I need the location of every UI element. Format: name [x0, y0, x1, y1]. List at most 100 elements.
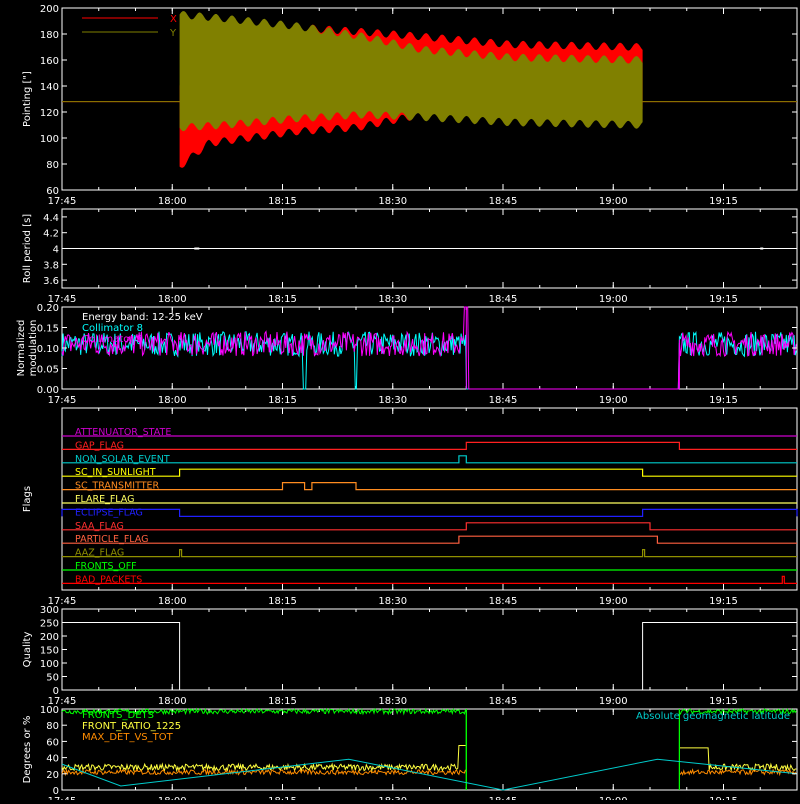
flag-label: SC_TRANSMITTER [75, 481, 160, 492]
y-tick-label: 80 [46, 160, 59, 171]
y-tick-label: 250 [40, 619, 59, 630]
flag-label: AAZ_FLAG [75, 548, 124, 559]
flag-label: ECLIPSE_FLAG [75, 507, 143, 518]
roll-point [760, 247, 764, 250]
y-axis-label: Roll period [s] [22, 214, 33, 283]
legend: XY [82, 14, 177, 39]
series-fronts_dets [679, 707, 797, 716]
y-tick-label: 0.05 [37, 365, 59, 376]
x-tick-label: 18:15 [268, 696, 297, 707]
x-tick-label: 17:45 [48, 395, 77, 406]
x-tick-label: 18:45 [489, 196, 518, 207]
flag-bad-packets: BAD_PACKETS [62, 574, 797, 585]
y-tick-label: 50 [46, 673, 59, 684]
flag-aaz-flag: AAZ_FLAG [62, 548, 797, 559]
x-tick-label: 17:45 [48, 696, 77, 707]
panel-1: 17:45 18:00 18:15 18:30 18:45 19:00 19:15 60 80 1… [22, 4, 798, 207]
y-tick-label: 140 [40, 82, 59, 93]
x-tick-label: 18:15 [268, 395, 297, 406]
x-tick-label: 18:00 [158, 294, 187, 305]
flag-gap-flag: GAP_FLAG [62, 440, 797, 451]
flag-attenuator-state: ATTENUATOR_STATE [62, 427, 797, 438]
y-tick-label: 3.8 [43, 260, 59, 271]
series-fronts_dets [61, 707, 466, 716]
y-axis-label: Quality [22, 632, 33, 668]
series-Y-band [179, 11, 643, 132]
x-tick-label: 19:00 [599, 294, 628, 305]
x-tick-label: 19:15 [709, 596, 738, 607]
flag-fronts-off: FRONTS_OFF [62, 561, 797, 572]
x-tick-label: 18:00 [158, 395, 187, 406]
flag-label: ATTENUATOR_STATE [75, 427, 171, 438]
y-tick-label: 180 [40, 30, 59, 41]
flag-flare-flag: FLARE_FLAG [62, 494, 797, 505]
roll-point [194, 247, 200, 250]
annotation: Energy band: 12-25 keV [82, 312, 203, 323]
x-tick-label: 19:00 [599, 196, 628, 207]
x-tick-label: 18:45 [489, 294, 518, 305]
x-tick-label: 18:45 [489, 596, 518, 607]
series-front_ratio_1225 [61, 745, 466, 773]
flag-label: FLARE_FLAG [75, 494, 135, 505]
x-tick-label: 18:30 [378, 196, 407, 207]
legend-label-X: X [170, 14, 177, 25]
panel-2: 17:45 18:00 18:15 18:30 18:45 19:00 19:15 3.6 3.… [22, 208, 798, 305]
quality-line [62, 622, 797, 691]
x-tick-label: 18:30 [378, 395, 407, 406]
x-tick-label: 18:15 [268, 196, 297, 207]
series-Collimator-9 [61, 306, 797, 390]
y-tick-label: 120 [40, 108, 59, 119]
flag-trace [61, 508, 798, 518]
x-tick-label: 18:45 [489, 696, 518, 707]
y-tick-label: 100 [40, 134, 59, 145]
flag-trace [62, 455, 797, 464]
legend-label: Absolute geomagnetic latitude [636, 711, 790, 722]
y-tick-label: 160 [40, 56, 59, 67]
x-tick-label: 18:45 [489, 395, 518, 406]
flag-trace [62, 522, 797, 531]
legend-label: FRONTS_DETS [82, 710, 154, 721]
legend-label-Y: Y [169, 28, 177, 39]
flag-label: FRONTS_OFF [75, 561, 137, 572]
x-tick-label: 18:00 [158, 596, 187, 607]
panel-6: 17:4518:0018:1518:3018:4519:0019:1502040… [22, 705, 798, 804]
panel-3: 17:45 18:00 18:15 18:30 18:45 19:00 19:15 0.00 0… [16, 303, 798, 406]
flag-particle-flag: PARTICLE_FLAG [62, 534, 797, 545]
x-tick-label: 17:45 [48, 596, 77, 607]
annotation: Collimator 9 [82, 334, 143, 345]
x-tick-label: 19:15 [709, 796, 738, 800]
x-tick-label: 19:00 [599, 696, 628, 707]
y-tick-label: 200 [40, 4, 59, 15]
x-tick-label: 19:15 [709, 395, 738, 406]
x-tick-label: 18:30 [378, 294, 407, 305]
flag-sc-in-sunlight: SC_IN_SUNLIGHT [62, 467, 797, 478]
y-tick-label: 4 [53, 245, 59, 256]
y-tick-label: 40 [46, 754, 59, 765]
panel-4: 17:45 18:00 18:15 18:30 18:45 19:00 19:15 ATTEN… [22, 407, 798, 607]
y-tick-label: 4.4 [43, 213, 59, 224]
x-tick-label: 18:15 [268, 596, 297, 607]
y-tick-label: 200 [40, 632, 59, 643]
y-tick-label: 300 [40, 605, 59, 616]
y-tick-label: 20 [46, 770, 59, 781]
panel-frame [61, 407, 798, 591]
legend-label: MAX_DET_VS_TOT [82, 732, 174, 743]
flag-trace [62, 441, 797, 450]
y-tick-label: 0.20 [37, 303, 59, 314]
flag-trace [62, 468, 797, 477]
flag-label: SC_IN_SUNLIGHT [75, 467, 156, 478]
flag-sc-transmitter: SC_TRANSMITTER [62, 481, 797, 492]
y-tick-label: 0 [53, 786, 59, 797]
panel-frame [61, 608, 798, 691]
flag-label: GAP_FLAG [75, 440, 124, 451]
x-tick-label: 19:00 [599, 395, 628, 406]
x-tick-label: 17:45 [48, 294, 77, 305]
flag-label: NON_SOLAR_EVENT [75, 454, 170, 465]
y-tick-label: 100 [40, 705, 59, 716]
flag-trace [62, 535, 797, 544]
flag-label: BAD_PACKETS [75, 574, 142, 585]
y-axis-label: Pointing ["] [22, 71, 33, 127]
x-tick-label: 19:00 [599, 596, 628, 607]
